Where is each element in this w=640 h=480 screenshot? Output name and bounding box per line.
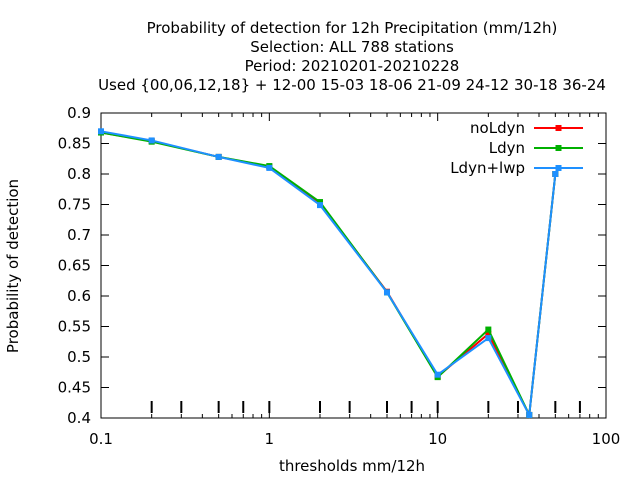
legend-swatch-marker	[555, 145, 562, 151]
data-point	[485, 335, 492, 342]
series-line	[100, 130, 557, 419]
data-point	[317, 199, 324, 206]
data-point	[383, 289, 390, 296]
data-point	[485, 326, 492, 333]
series-ldyn-lwp	[98, 128, 559, 419]
data-point	[552, 171, 559, 177]
legend-swatch-marker	[555, 165, 562, 171]
y-axis: 0.4 0.45 0.5 0.55 0.6 0.65 0.7 0.75 0.8 0.85 0.9	[58, 104, 606, 427]
chart-title: Probability of detection for 12h Precipi…	[98, 19, 606, 94]
x-tick-label: 1	[265, 430, 275, 448]
y-tick-label: 0.65	[58, 257, 91, 275]
x-tick-label: 10	[428, 430, 447, 448]
y-tick-label: 0.9	[67, 104, 91, 122]
legend-label: Ldyn	[489, 139, 525, 157]
y-tick-label: 0.6	[67, 287, 91, 305]
y-tick-label: 0.4	[67, 409, 91, 427]
data-point	[266, 164, 273, 171]
data-point	[148, 137, 155, 144]
legend-label: noLdyn	[470, 119, 525, 137]
data-point	[434, 371, 441, 378]
y-tick-label: 0.8	[67, 165, 91, 183]
y-tick-label: 0.75	[58, 196, 91, 214]
x-tick-label: 100	[592, 430, 621, 448]
title-line-1: Probability of detection for 12h Precipi…	[147, 19, 558, 37]
data-point	[98, 128, 104, 135]
y-tick-label: 0.5	[67, 348, 91, 366]
series-layer	[98, 128, 559, 419]
title-line-2: Selection: ALL 788 stations	[250, 38, 454, 56]
plot-frame	[100, 112, 607, 419]
data-point	[317, 202, 324, 209]
legend: noLdyn Ldyn Ldyn+lwp	[450, 119, 583, 177]
x-tick-label: 0.1	[89, 430, 113, 448]
data-point	[526, 411, 533, 418]
x-axis-label: thresholds mm/12h	[279, 457, 425, 475]
y-tick-label: 0.45	[58, 379, 91, 397]
legend-swatch-marker	[555, 125, 562, 131]
y-tick-label: 0.7	[67, 226, 91, 244]
title-line-3: Period: 20210201-20210228	[245, 57, 460, 75]
legend-label: Ldyn+lwp	[450, 159, 525, 177]
y-axis-label: Probability of detection	[4, 179, 22, 353]
x-axis: 0.1 1 10 100	[89, 113, 620, 448]
y-tick-label: 0.85	[58, 135, 91, 153]
data-point	[215, 153, 222, 160]
title-line-4: Used {00,06,12,18} + 12-00 15-03 18-06 2…	[98, 76, 606, 94]
y-tick-label: 0.55	[58, 318, 91, 336]
data-point	[485, 330, 492, 337]
